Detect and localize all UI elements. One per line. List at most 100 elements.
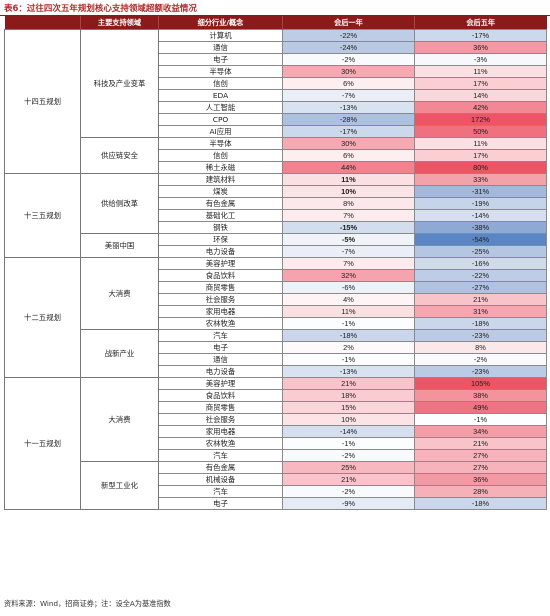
table-row: 社会服务 10% -1% <box>5 412 547 426</box>
one-year-value-cell: 32% <box>282 268 415 282</box>
subsector-cell: CPO <box>158 112 283 126</box>
table-row: 钢铁 -15% -38% <box>5 220 547 234</box>
table-row: 美丽中国 环保 -5% -54% <box>5 232 547 258</box>
one-year-value-cell: -13% <box>282 100 415 114</box>
five-year-value-cell: -22% <box>414 268 547 282</box>
one-year-value-cell: 6% <box>282 148 415 162</box>
five-year-value-cell: -16% <box>414 256 547 270</box>
five-year-value-cell: 42% <box>414 100 547 114</box>
table-row: 汽车 -2% 28% <box>5 484 547 498</box>
subsector-cell: 家用电器 <box>158 304 283 318</box>
five-year-value-cell: 28% <box>414 484 547 498</box>
table-row: 电子 -9% -18% <box>5 496 547 510</box>
five-year-value-cell: -25% <box>414 244 547 258</box>
subsector-cell: 电力设备 <box>158 244 283 258</box>
five-year-value-cell: 17% <box>414 76 547 90</box>
subsector-cell: 有色金属 <box>158 460 283 474</box>
subsector-cell: 食品饮料 <box>158 268 283 282</box>
table-header-row: 主要支持领域 细分行业/概念 会后一年 会后五年 <box>4 16 547 29</box>
area-cell: 供给侧改革 <box>80 172 159 234</box>
table-row: 供应链安全 半导体 30% 11% <box>5 136 547 174</box>
subsector-cell: 农林牧渔 <box>158 316 283 330</box>
five-year-value-cell: -38% <box>414 220 547 234</box>
five-year-value-cell: -2% <box>414 352 547 366</box>
five-year-value-cell: -31% <box>414 184 547 198</box>
area-cell: 大消费 <box>80 256 159 330</box>
one-year-value-cell: 18% <box>282 388 415 402</box>
subsector-cell: 电子 <box>158 496 283 510</box>
five-year-value-cell: 105% <box>414 376 547 390</box>
table-row: 煤炭 10% -31% <box>5 184 547 198</box>
subsector-cell: 计算机 <box>158 28 283 42</box>
subsector-cell: 美容护理 <box>158 256 283 270</box>
subsector-cell: 信创 <box>158 76 283 90</box>
title-divider <box>0 15 550 16</box>
five-year-value-cell: 8% <box>414 340 547 354</box>
subsector-cell: 通信 <box>158 352 283 366</box>
five-year-value-cell: 21% <box>414 292 547 306</box>
table-row: AI应用 -17% 50% <box>5 124 547 138</box>
header-empty <box>4 16 81 29</box>
table-row: 商贸零售 15% 49% <box>5 400 547 414</box>
table-row: EDA -7% 14% <box>5 88 547 102</box>
one-year-value-cell: -24% <box>282 40 415 54</box>
subsector-cell: 人工智能 <box>158 100 283 114</box>
subsector-cell: 电子 <box>158 340 283 354</box>
one-year-value-cell: -18% <box>282 328 415 342</box>
subsector-cell: 商贸零售 <box>158 280 283 294</box>
subsector-cell: 半导体 <box>158 64 283 78</box>
table-row: 信创 6% 17% <box>5 76 547 90</box>
table-row: 新型工业化 有色金属 25% 27% <box>5 460 547 510</box>
five-year-value-cell: 50% <box>414 124 547 138</box>
subsector-cell: 汽车 <box>158 484 283 498</box>
one-year-value-cell: 21% <box>282 472 415 486</box>
one-year-value-cell: 10% <box>282 184 415 198</box>
five-year-value-cell: 36% <box>414 40 547 54</box>
one-year-value-cell: -9% <box>282 496 415 510</box>
one-year-value-cell: 30% <box>282 64 415 78</box>
table-row: 人工智能 -13% 42% <box>5 100 547 114</box>
area-cell: 战新产业 <box>80 328 159 378</box>
subsector-cell: 机械设备 <box>158 472 283 486</box>
header-subsector: 细分行业/概念 <box>158 16 283 29</box>
five-year-value-cell: -18% <box>414 316 547 330</box>
table-row: 农林牧渔 -1% 21% <box>5 436 547 450</box>
one-year-value-cell: 11% <box>282 304 415 318</box>
one-year-value-cell: -1% <box>282 316 415 330</box>
table-row: 信创 6% 17% <box>5 148 547 162</box>
one-year-value-cell: 44% <box>282 160 415 174</box>
area-cell: 美丽中国 <box>80 232 159 258</box>
five-year-value-cell: -54% <box>414 232 547 246</box>
five-year-value-cell: 38% <box>414 388 547 402</box>
excess-return-table: 主要支持领域 细分行业/概念 会后一年 会后五年 十四五规划 科技及产业变革 计算机… <box>4 16 547 510</box>
subsector-cell: 煤炭 <box>158 184 283 198</box>
subsector-cell: 美容护理 <box>158 376 283 390</box>
table-row: 通信 -1% -2% <box>5 352 547 366</box>
one-year-value-cell: -17% <box>282 124 415 138</box>
five-year-value-cell: 14% <box>414 88 547 102</box>
table-row: 电子 2% 8% <box>5 340 547 354</box>
subsector-cell: 建筑材料 <box>158 172 283 186</box>
five-year-value-cell: 172% <box>414 112 547 126</box>
one-year-value-cell: -15% <box>282 220 415 234</box>
table-row: 十四五规划 科技及产业变革 计算机 -22% -17% <box>4 28 547 174</box>
subsector-cell: 社会服务 <box>158 412 283 426</box>
five-year-value-cell: 31% <box>414 304 547 318</box>
table-row: 战新产业 汽车 -18% -23% <box>5 328 547 378</box>
five-year-value-cell: 27% <box>414 460 547 474</box>
subsector-cell: 电子 <box>158 52 283 66</box>
subsector-cell: 商贸零售 <box>158 400 283 414</box>
plan-cell: 十一五规划 <box>4 376 81 510</box>
five-year-value-cell: -23% <box>414 328 547 342</box>
plan-cell: 十三五规划 <box>4 172 81 258</box>
five-year-value-cell: -17% <box>414 28 547 42</box>
five-year-value-cell: -23% <box>414 364 547 378</box>
five-year-value-cell: -3% <box>414 52 547 66</box>
table-row: 电力设备 -7% -25% <box>5 244 547 258</box>
subsector-cell: 家用电器 <box>158 424 283 438</box>
five-year-value-cell: 33% <box>414 172 547 186</box>
table-row: 十三五规划 供给侧改革 建筑材料 11% 33% <box>4 172 547 258</box>
subsector-cell: AI应用 <box>158 124 283 138</box>
one-year-value-cell: 7% <box>282 208 415 222</box>
five-year-value-cell: 11% <box>414 64 547 78</box>
